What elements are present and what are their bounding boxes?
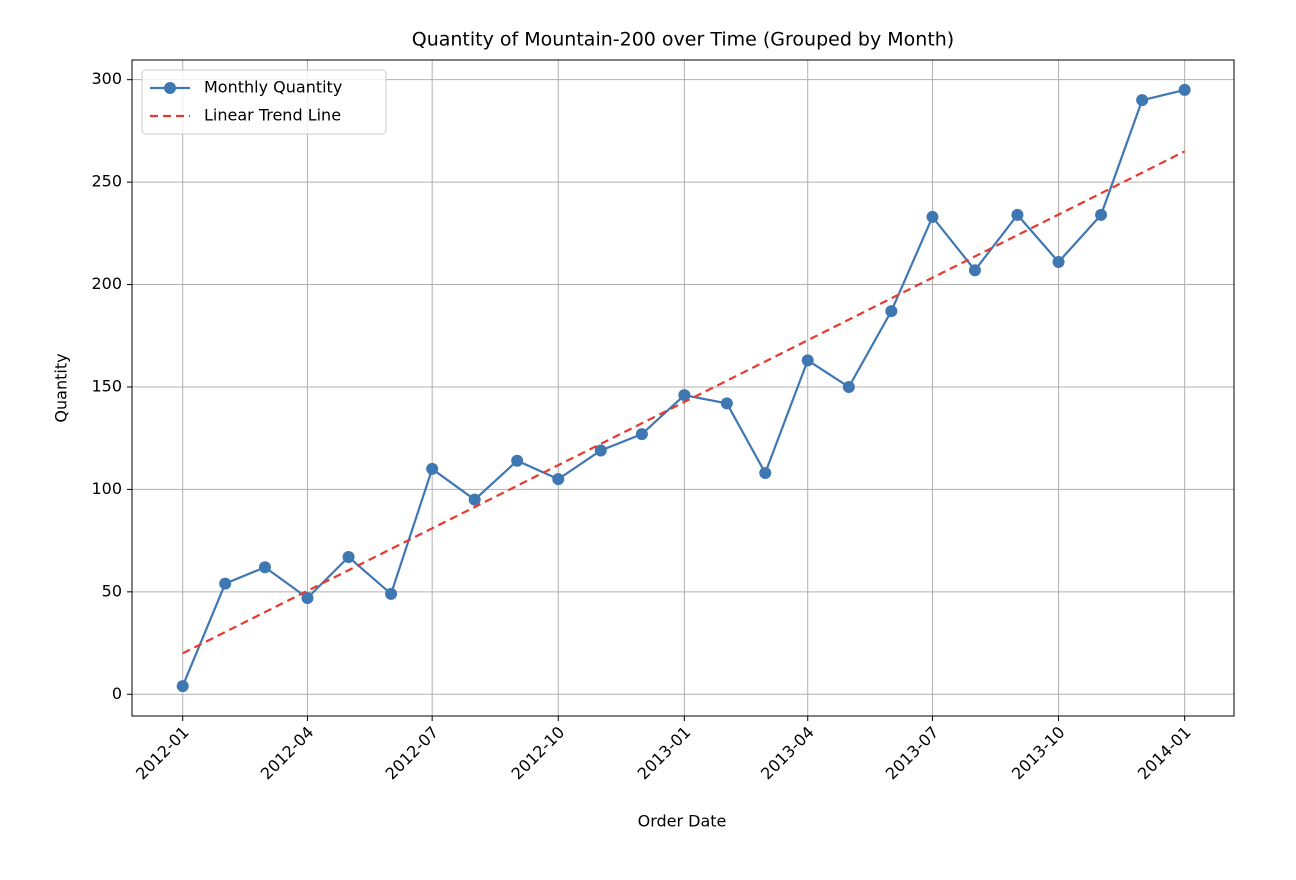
chart-title: Quantity of Mountain-200 over Time (Grou…: [412, 29, 954, 51]
series-line: [182, 150, 1186, 655]
plot-frame: [131, 59, 1235, 717]
data-point: [801, 354, 814, 367]
y-tick-label: 50: [102, 581, 122, 600]
y-tick-label: 200: [91, 274, 122, 293]
data-point: [219, 577, 232, 590]
data-point: [720, 397, 733, 410]
legend-label: Monthly Quantity: [204, 78, 342, 97]
legend-marker: [164, 82, 176, 94]
data-point: [1136, 94, 1149, 107]
legend-box: [141, 69, 387, 135]
y-tick-label: 150: [91, 376, 122, 395]
data-point: [678, 389, 691, 402]
data-point: [176, 680, 189, 693]
data-point: [342, 551, 355, 564]
data-point: [926, 210, 939, 223]
data-point: [1095, 208, 1108, 221]
y-tick-label: 250: [91, 172, 122, 191]
data-point: [842, 380, 855, 393]
data-point: [885, 305, 898, 318]
data-point: [1052, 256, 1065, 269]
data-point: [759, 467, 772, 480]
legend-label: Linear Trend Line: [204, 106, 341, 125]
data-point: [468, 493, 481, 506]
data-point: [385, 587, 398, 600]
data-point: [301, 591, 314, 604]
data-point: [426, 462, 439, 475]
data-point: [258, 561, 271, 574]
data-point: [552, 473, 565, 486]
y-tick-label: 100: [91, 479, 122, 498]
y-tick-label: 300: [91, 69, 122, 88]
data-point: [635, 428, 648, 441]
data-point: [1011, 208, 1024, 221]
y-tick-label: 0: [112, 684, 122, 703]
data-point: [594, 444, 607, 457]
y-axis-label: Quantity: [52, 353, 71, 422]
data-point: [968, 264, 981, 277]
x-axis-label: Order Date: [638, 812, 727, 831]
data-point: [1178, 83, 1191, 96]
data-point: [511, 454, 524, 467]
